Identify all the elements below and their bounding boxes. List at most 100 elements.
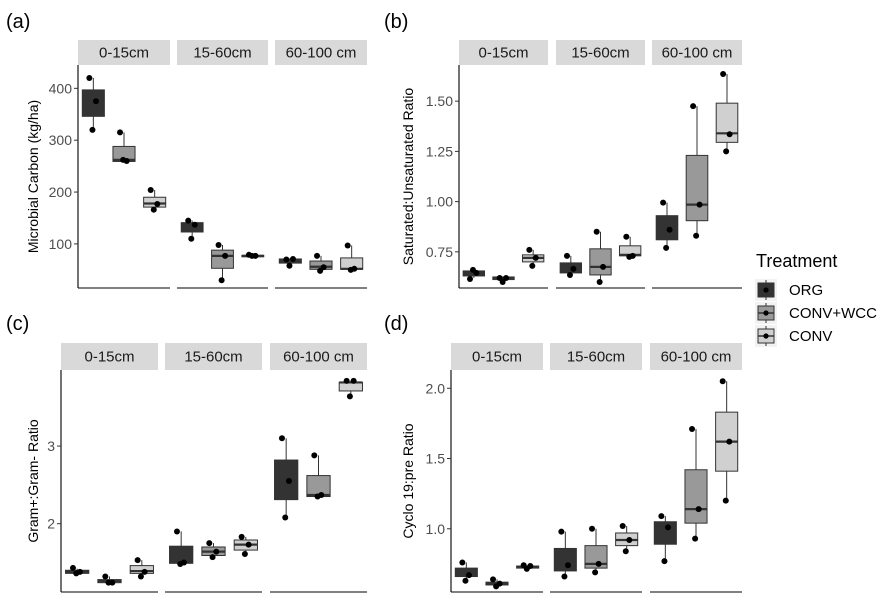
y-tick-label: 300 [49, 132, 73, 148]
box-conv-wcc [201, 540, 226, 561]
y-tick-label: 3 [47, 438, 55, 454]
panel-c: (c) Gram+:Gram- Ratio 2 3 0-15cm 15-60cm 60-10… [6, 313, 367, 593]
y-tick-label: 1.25 [426, 143, 453, 159]
data-point [248, 252, 255, 259]
data-point [286, 262, 293, 269]
facet-strip-label: 60-100 cm [661, 349, 732, 366]
box-iqr [143, 196, 167, 208]
legend-item-org: ORG [755, 279, 823, 301]
data-point [185, 217, 192, 224]
data-point [529, 262, 536, 269]
box-org [559, 252, 583, 278]
data-point [218, 277, 225, 284]
data-point [289, 255, 296, 262]
box-conv-wcc [309, 252, 333, 274]
box-iqr [685, 154, 709, 222]
facet-strip [270, 343, 367, 370]
box-iqr [211, 249, 234, 269]
data-point [462, 577, 469, 584]
data-point [278, 435, 285, 442]
box-iqr [338, 381, 363, 392]
data-point [660, 199, 667, 206]
data-point [344, 242, 351, 249]
data-point [689, 426, 696, 433]
data-point [317, 267, 324, 274]
facet-strip [459, 40, 548, 65]
data-point [245, 541, 252, 548]
data-point [347, 266, 354, 273]
data-point [147, 186, 154, 193]
facet-strip-label: 60-100 cm [286, 45, 357, 62]
box-conv [715, 71, 739, 155]
data-point [238, 533, 245, 540]
box-conv-wcc [485, 576, 509, 590]
data-point [120, 156, 127, 163]
box-conv-wcc [685, 103, 709, 239]
data-point [532, 254, 539, 261]
data-point [726, 438, 733, 445]
data-point [490, 576, 497, 583]
data-point [622, 548, 629, 555]
box-conv-wcc [97, 573, 122, 586]
box-iqr [274, 459, 299, 501]
data-point [596, 278, 603, 285]
data-point [173, 528, 180, 535]
box-iqr [715, 102, 739, 143]
facet-strip-label: 15-60cm [184, 349, 242, 366]
facet-strip-label: 60-100 cm [283, 349, 354, 366]
data-point [314, 252, 321, 259]
box-iqr [653, 521, 677, 545]
y-tick-label: 1.00 [426, 194, 453, 210]
data-point [285, 478, 292, 484]
data-point [592, 569, 599, 576]
data-point [102, 573, 109, 580]
data-point [719, 378, 726, 385]
data-point [73, 570, 80, 577]
facet-strip-label: 15-60cm [571, 45, 629, 62]
facet-strip [78, 40, 170, 65]
facet-strip [451, 343, 543, 370]
facet-60-100cm: 60-100 cm [650, 343, 742, 593]
facet-0-15cm: 0-15cm [61, 343, 158, 593]
box-conv [521, 246, 545, 269]
data-point [570, 265, 577, 272]
y-tick-label: 400 [49, 80, 73, 96]
data-point [459, 559, 466, 566]
facet-60-100cm: 60-100 cm [270, 343, 367, 593]
data-point [526, 246, 533, 253]
data-point [105, 579, 112, 586]
data-point [311, 452, 318, 459]
data-point [561, 573, 568, 580]
data-point [558, 528, 565, 535]
y-axis-label: Gram+:Gram- Ratio [25, 419, 41, 543]
data-point [593, 228, 600, 235]
box-iqr [584, 545, 608, 569]
legend-label: CONV [789, 328, 832, 345]
legend-item-conv-wcc: CONV+WCC [755, 302, 877, 324]
facet-15-60cm: 15-60cm [177, 40, 268, 289]
data-point [150, 206, 157, 213]
panel-a: (a) Microbial Carbon (kg/ha) 100 200 300 400 0… [6, 11, 367, 289]
box-org [278, 255, 302, 269]
box-conv [615, 522, 639, 555]
data-point [209, 554, 216, 561]
legend-key-point [763, 287, 769, 293]
facet-15-60cm: 15-60cm [165, 343, 262, 593]
data-point [469, 266, 476, 273]
data-point [695, 506, 702, 513]
box-org [180, 217, 204, 242]
box-conv-wcc [211, 241, 234, 284]
box-conv-wcc [584, 525, 608, 576]
data-point [664, 524, 671, 531]
data-point [663, 244, 670, 251]
data-point [720, 71, 727, 78]
data-point [666, 226, 673, 233]
y-tick-label: 1.0 [426, 521, 446, 537]
y-tick-label: 1.5 [426, 451, 446, 467]
box-iqr [306, 475, 331, 498]
box-conv [340, 242, 364, 273]
data-point [188, 235, 195, 242]
y-axis-label: Saturated:Unsaturated Ratio [400, 88, 416, 266]
box-conv-wcc [589, 228, 612, 285]
